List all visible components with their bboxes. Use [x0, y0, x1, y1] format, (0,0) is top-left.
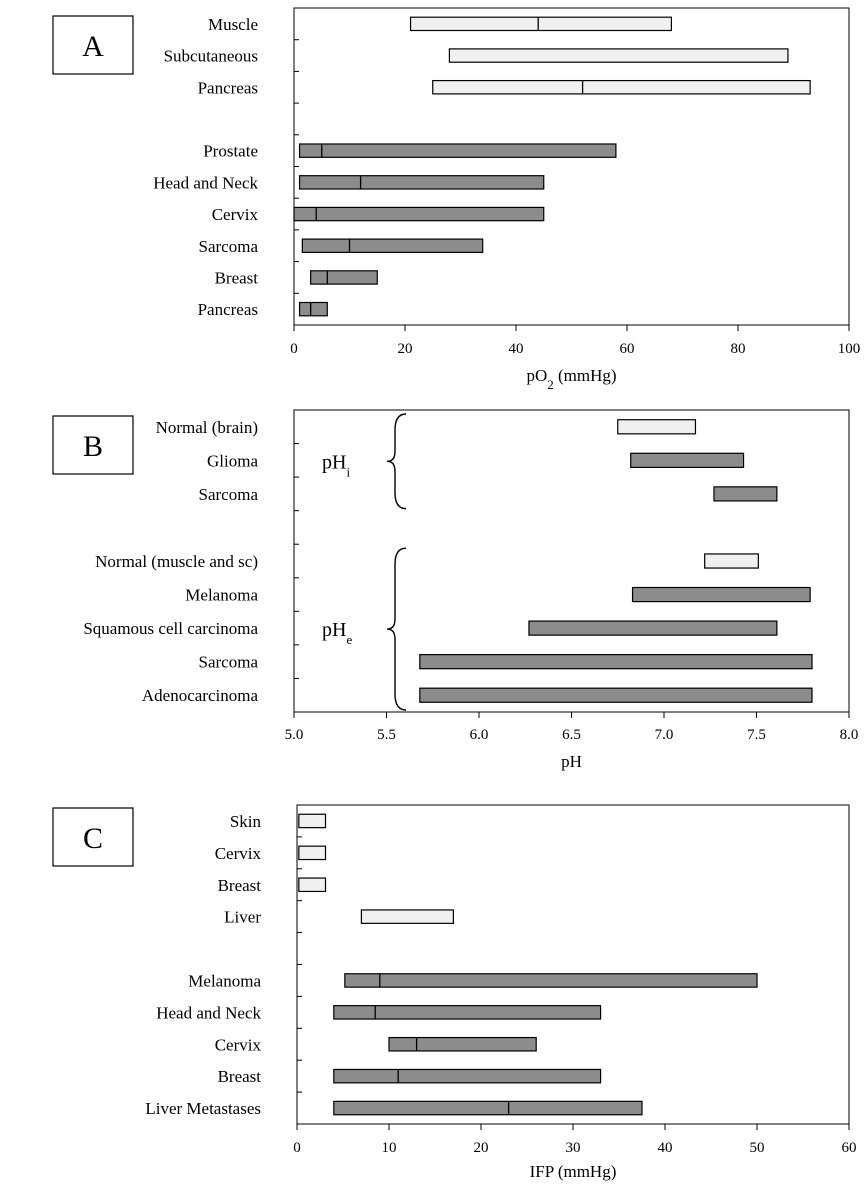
x-tick-label: 7.5: [747, 727, 766, 743]
panel-b: 5.0 5.5 6.0 6.5 7.0 7.5 8.0 pH B Normal (brain) Gl…: [52, 409, 859, 771]
x-axis-label: pH: [561, 752, 582, 771]
category-label: Head and Neck: [153, 173, 258, 192]
x-tick-label: 60: [842, 1140, 857, 1156]
x-tick-label: 6.5: [562, 727, 581, 743]
range-bar: [298, 877, 327, 893]
group-bracket: [386, 547, 407, 711]
range-bar: [419, 654, 813, 670]
category-label: Cervix: [215, 844, 262, 863]
range-bar: [704, 553, 759, 569]
x-tick-label: 20: [398, 341, 413, 357]
x-tick-label: 100: [838, 341, 861, 357]
x-tick-label: 8.0: [840, 727, 859, 743]
group-bracket-label: pHi: [322, 451, 350, 479]
category-label: Melanoma: [185, 586, 258, 605]
x-tick-label: 0: [290, 341, 298, 357]
category-label: Skin: [230, 812, 262, 831]
group-bracket-label-sub: i: [346, 464, 350, 479]
panel-c: 0 10 20 30 40 50 60 IFP (mmHg) C Skin Cervix Breast…: [52, 804, 857, 1181]
x-axis-label-main: pH: [561, 752, 582, 771]
x-tick-label: 6.0: [470, 727, 489, 743]
group-bracket-label: pHe: [322, 619, 352, 647]
range-bar: [409, 16, 672, 32]
category-label: Glioma: [207, 451, 258, 470]
category-label: Adenocarcinoma: [142, 686, 259, 705]
range-bar: [344, 973, 758, 988]
range-bar: [432, 79, 811, 95]
x-axis-label-unit: (mmHg): [554, 366, 617, 385]
range-bar: [713, 486, 778, 502]
group-bracket-label-sub: e: [346, 632, 352, 647]
range-bar: [333, 1005, 602, 1020]
panel-letter: A: [82, 30, 104, 63]
range-bar: [617, 419, 697, 435]
category-label: Pancreas: [198, 78, 258, 97]
range-bar: [388, 1036, 537, 1052]
range-bar: [631, 586, 811, 603]
category-label: Prostate: [203, 142, 258, 161]
category-label: Muscle: [208, 15, 258, 34]
x-tick-label: 60: [620, 341, 635, 357]
x-tick-label: 50: [750, 1140, 765, 1156]
x-tick-label: 20: [474, 1140, 489, 1156]
range-bar: [360, 909, 454, 924]
category-label: Squamous cell carcinoma: [83, 619, 258, 638]
category-label: Liver: [224, 908, 261, 927]
x-axis-label-sub: 2: [547, 377, 554, 392]
panel-letter: B: [83, 430, 103, 463]
x-tick-label: 40: [658, 1140, 673, 1156]
x-tick-label: 80: [731, 341, 746, 357]
category-label: Normal (muscle and sc): [95, 552, 258, 571]
category-label: Normal (brain): [156, 418, 258, 437]
range-bar: [333, 1100, 643, 1116]
range-bar: [333, 1068, 602, 1084]
category-label: Sarcoma: [199, 237, 259, 256]
range-bar: [448, 48, 789, 63]
x-tick-label: 40: [509, 341, 524, 357]
x-tick-label: 10: [382, 1140, 397, 1156]
panel-letter: C: [83, 822, 103, 855]
panel-letter-box: [52, 807, 134, 867]
range-bar: [293, 206, 545, 222]
range-bar: [301, 238, 484, 254]
category-label: Liver Metastases: [145, 1099, 261, 1118]
x-tick-label: 5.5: [377, 727, 396, 743]
group-bracket-label-main: pH: [322, 619, 346, 641]
x-tick-label: 7.0: [655, 727, 674, 743]
range-bar: [528, 620, 778, 636]
category-label: Cervix: [215, 1035, 262, 1054]
category-label: Cervix: [212, 205, 259, 224]
category-label: Melanoma: [188, 971, 261, 990]
x-axis-label: pO2 (mmHg): [526, 366, 616, 392]
x-axis-label-main: IFP (mmHg): [530, 1162, 617, 1181]
range-bar: [310, 270, 378, 285]
group-bracket: [386, 413, 407, 510]
range-bar: [298, 813, 327, 829]
range-bar: [298, 301, 328, 317]
range-bar: [298, 175, 545, 190]
x-axis-label: IFP (mmHg): [530, 1162, 617, 1181]
group-bracket-label-main: pH: [322, 451, 346, 473]
panel-letter-box: [52, 15, 134, 75]
category-label: Sarcoma: [199, 653, 259, 672]
panel-letter-box: [52, 415, 134, 475]
category-label: Subcutaneous: [164, 47, 258, 66]
category-label: Pancreas: [198, 300, 258, 319]
category-label: Sarcoma: [199, 485, 259, 504]
category-label: Breast: [218, 1067, 262, 1086]
x-tick-label: 30: [566, 1140, 581, 1156]
category-label: Breast: [215, 268, 259, 287]
range-bar: [298, 845, 327, 861]
category-label: Head and Neck: [156, 1003, 261, 1022]
panel-a: 0 20 40 60 80 100 pO2 (mmHg) A Muscle Subcutaneou…: [52, 7, 861, 392]
x-axis-label-main: pO: [526, 366, 547, 385]
range-bar: [630, 452, 745, 468]
range-bar: [298, 143, 617, 158]
x-tick-label: 0: [293, 1140, 301, 1156]
category-label: Breast: [218, 876, 262, 895]
range-bar: [419, 687, 813, 703]
x-tick-label: 5.0: [285, 727, 304, 743]
